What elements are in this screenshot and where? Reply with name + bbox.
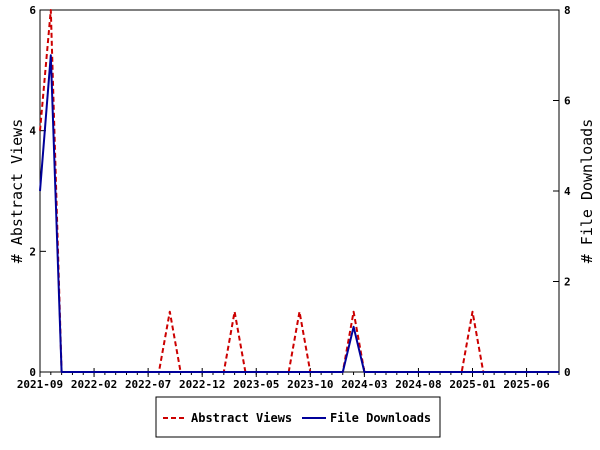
left-tick-label: 6: [29, 4, 36, 17]
x-axis-ticks: 2021-09 2022-02 2022-07 2022-12 2023-05 2023-…: [17, 368, 560, 391]
left-tick-label: 0: [29, 366, 36, 379]
x-tick-label: 2025-06: [503, 378, 550, 391]
x-tick-label: 2024-03: [341, 378, 387, 391]
legend-box: [155, 396, 441, 438]
right-tick-label: 6: [564, 95, 571, 108]
right-axis-title: # File Downloads: [578, 119, 596, 264]
x-tick-label: 2025-01: [449, 378, 496, 391]
legend: Abstract Views File Downloads: [155, 396, 441, 438]
x-tick-label: 2024-08: [395, 378, 441, 391]
right-tick-label: 8: [564, 4, 571, 17]
x-tick-label: 2021-09: [17, 378, 63, 391]
legend-label-abstract-views: Abstract Views: [191, 411, 292, 425]
x-tick-label: 2023-10: [287, 378, 333, 391]
x-tick-label: 2022-12: [179, 378, 225, 391]
left-tick-label: 4: [29, 125, 36, 138]
plot-area: [39, 9, 560, 373]
left-axis-title: # Abstract Views: [8, 119, 26, 264]
right-tick-label: 2: [564, 276, 571, 289]
right-tick-label: 4: [564, 185, 571, 198]
left-tick-label: 2: [29, 245, 36, 258]
x-tick-label: 2022-02: [71, 378, 117, 391]
left-axis-ticks: 0 2 4 6: [29, 4, 46, 379]
right-tick-label: 0: [564, 366, 571, 379]
x-tick-label: 2022-07: [125, 378, 171, 391]
series-layer: [39, 9, 559, 373]
x-tick-label: 2023-05: [233, 378, 279, 391]
series-line-file-downloads: [39, 54, 559, 373]
plot-frame: [39, 9, 560, 373]
legend-label-file-downloads: File Downloads: [330, 411, 431, 425]
